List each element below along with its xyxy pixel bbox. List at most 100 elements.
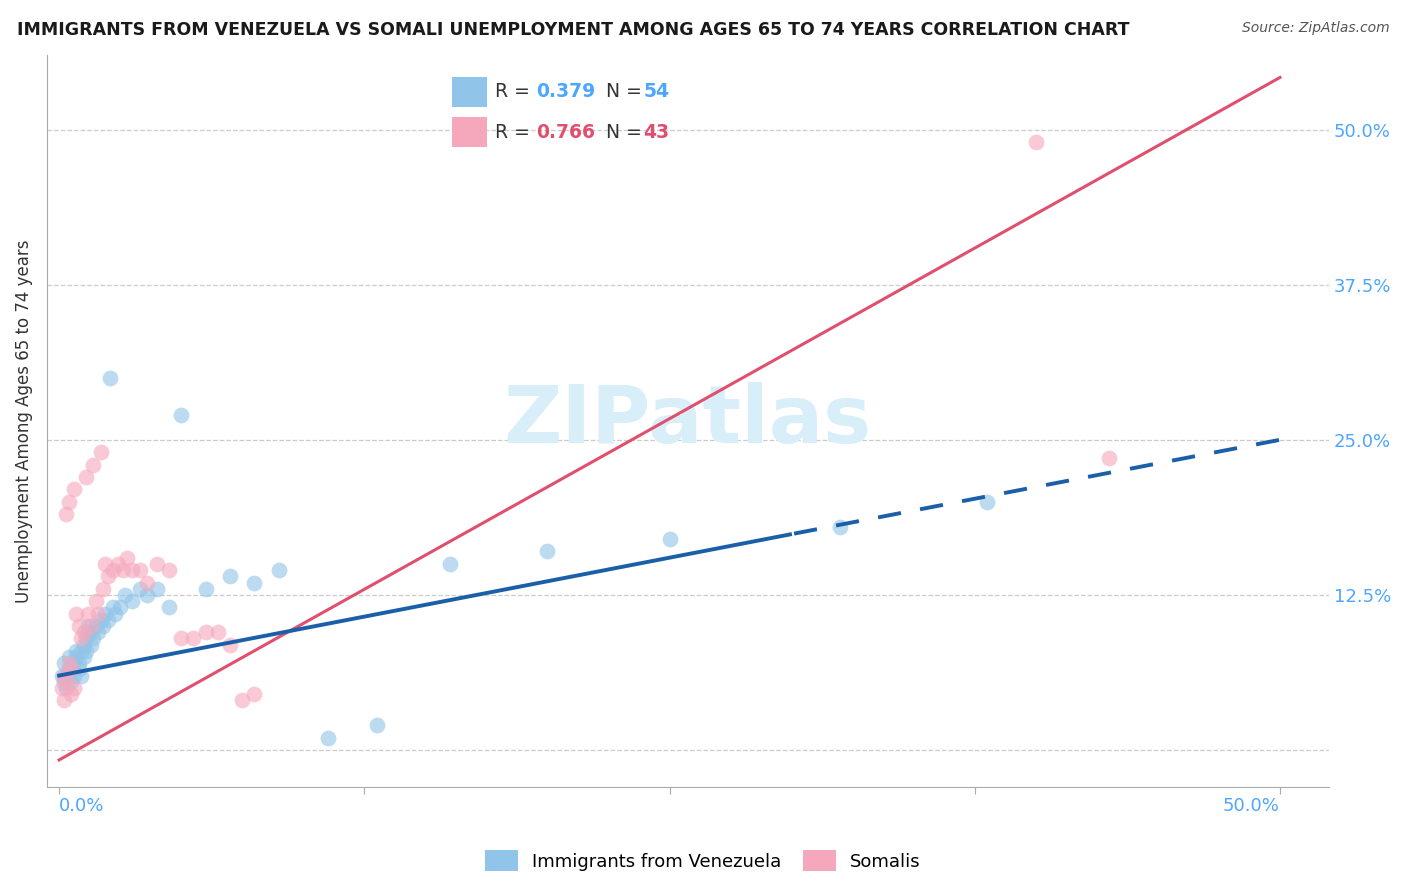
Point bbox=[121, 563, 143, 577]
Point bbox=[72, 625, 94, 640]
Point bbox=[65, 607, 87, 621]
Point bbox=[136, 588, 159, 602]
Point bbox=[67, 656, 90, 670]
Point bbox=[67, 619, 90, 633]
Point bbox=[170, 632, 193, 646]
Point bbox=[51, 668, 73, 682]
Point bbox=[219, 638, 242, 652]
Point bbox=[72, 638, 94, 652]
Point bbox=[243, 575, 266, 590]
Point bbox=[77, 619, 100, 633]
Point bbox=[58, 495, 80, 509]
Point bbox=[58, 662, 80, 676]
Text: Source: ZipAtlas.com: Source: ZipAtlas.com bbox=[1241, 21, 1389, 35]
Point bbox=[97, 569, 120, 583]
Point bbox=[55, 674, 77, 689]
Point bbox=[231, 693, 253, 707]
Point bbox=[145, 557, 167, 571]
Point bbox=[53, 693, 76, 707]
Point bbox=[87, 607, 110, 621]
Point bbox=[658, 532, 681, 546]
Point bbox=[55, 668, 77, 682]
Point bbox=[72, 649, 94, 664]
Point bbox=[58, 649, 80, 664]
Point bbox=[70, 632, 93, 646]
Point bbox=[136, 575, 159, 590]
Point bbox=[100, 371, 122, 385]
Point bbox=[111, 563, 134, 577]
Text: ZIPatlas: ZIPatlas bbox=[503, 382, 872, 460]
Point bbox=[65, 644, 87, 658]
Point bbox=[145, 582, 167, 596]
Point bbox=[536, 544, 558, 558]
Point bbox=[316, 731, 339, 745]
Point bbox=[53, 674, 76, 689]
Point bbox=[101, 600, 124, 615]
Point bbox=[107, 557, 129, 571]
Point bbox=[1098, 451, 1121, 466]
Point bbox=[194, 582, 217, 596]
Point bbox=[94, 607, 117, 621]
Point bbox=[70, 668, 93, 682]
Text: 0.0%: 0.0% bbox=[59, 797, 104, 815]
Point bbox=[90, 613, 112, 627]
Text: 50.0%: 50.0% bbox=[1223, 797, 1279, 815]
Point bbox=[101, 563, 124, 577]
Point bbox=[108, 600, 131, 615]
Point bbox=[104, 607, 127, 621]
Point bbox=[51, 681, 73, 695]
Point bbox=[91, 619, 114, 633]
Point bbox=[55, 508, 77, 522]
Text: IMMIGRANTS FROM VENEZUELA VS SOMALI UNEMPLOYMENT AMONG AGES 65 TO 74 YEARS CORRE: IMMIGRANTS FROM VENEZUELA VS SOMALI UNEM… bbox=[17, 21, 1129, 38]
Point bbox=[97, 613, 120, 627]
Point bbox=[70, 644, 93, 658]
Point bbox=[267, 563, 290, 577]
Point bbox=[830, 519, 852, 533]
Point bbox=[55, 681, 77, 695]
Point bbox=[75, 632, 97, 646]
Point bbox=[439, 557, 461, 571]
Point bbox=[82, 458, 104, 472]
Point bbox=[60, 687, 83, 701]
Point bbox=[84, 594, 107, 608]
Point bbox=[90, 445, 112, 459]
Point bbox=[117, 550, 139, 565]
Point bbox=[121, 594, 143, 608]
Point bbox=[87, 625, 110, 640]
Legend: Immigrants from Venezuela, Somalis: Immigrants from Venezuela, Somalis bbox=[478, 843, 928, 879]
Point bbox=[128, 582, 150, 596]
Point bbox=[77, 607, 100, 621]
Point bbox=[77, 625, 100, 640]
Point bbox=[219, 569, 242, 583]
Point bbox=[157, 600, 180, 615]
Point bbox=[67, 662, 90, 676]
Point bbox=[114, 588, 136, 602]
Point bbox=[183, 632, 205, 646]
Point bbox=[75, 470, 97, 484]
Point bbox=[128, 563, 150, 577]
Point bbox=[62, 668, 84, 682]
Point bbox=[157, 563, 180, 577]
Point bbox=[53, 668, 76, 682]
Point bbox=[194, 625, 217, 640]
Point bbox=[75, 644, 97, 658]
Point bbox=[62, 681, 84, 695]
Point bbox=[60, 662, 83, 676]
Point bbox=[84, 619, 107, 633]
Point bbox=[60, 662, 83, 676]
Point bbox=[80, 619, 103, 633]
Point bbox=[60, 674, 83, 689]
Point bbox=[53, 656, 76, 670]
Point bbox=[243, 687, 266, 701]
Point bbox=[65, 649, 87, 664]
Point bbox=[170, 408, 193, 422]
Point bbox=[94, 557, 117, 571]
Y-axis label: Unemployment Among Ages 65 to 74 years: Unemployment Among Ages 65 to 74 years bbox=[15, 239, 32, 603]
Point bbox=[82, 632, 104, 646]
Point bbox=[80, 625, 103, 640]
Point bbox=[976, 495, 998, 509]
Point bbox=[366, 718, 388, 732]
Point bbox=[1025, 135, 1047, 149]
Point bbox=[62, 656, 84, 670]
Point bbox=[58, 656, 80, 670]
